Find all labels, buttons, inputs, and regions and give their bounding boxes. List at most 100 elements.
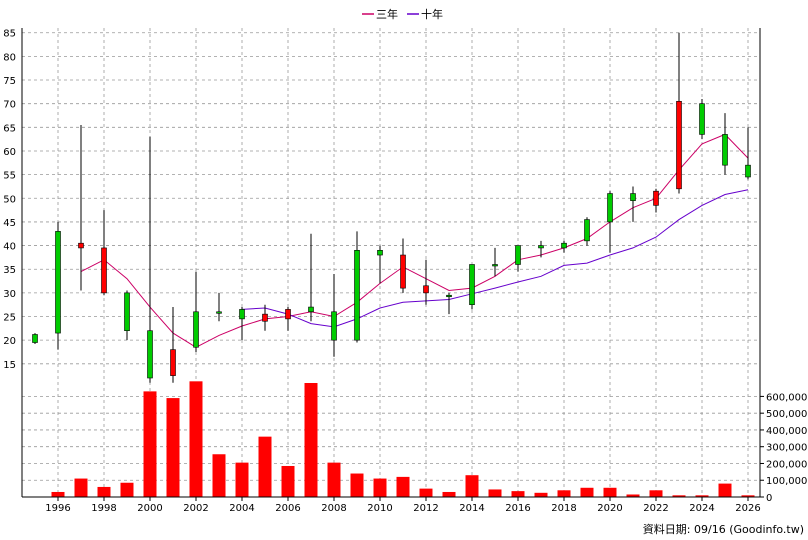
x-tick-label: 2002: [183, 503, 208, 514]
price-tick-label: 80: [3, 52, 16, 63]
price-tick-label: 55: [3, 171, 16, 182]
price-tick-label: 15: [3, 360, 16, 371]
plot-frame: [21, 28, 761, 498]
volume-bar: [672, 495, 686, 497]
x-tick-label: 2014: [459, 503, 484, 514]
candle-body: [124, 292, 130, 332]
price-tick-label: 70: [3, 100, 16, 111]
volume-bar: [695, 495, 709, 497]
x-tick-label: 2026: [735, 503, 760, 514]
legend-label-10y: 十年: [421, 7, 443, 21]
candle-body: [354, 249, 360, 341]
volume-bar: [327, 462, 341, 497]
volume-bar: [143, 391, 157, 497]
x-tick-label: 2012: [413, 503, 438, 514]
x-tick-label: 1996: [45, 503, 70, 514]
volume-tick-label: 100,000: [766, 476, 807, 487]
volume-axis: 0 100,000 200,000 300,000 400,000 500,000 600,…: [760, 392, 807, 504]
candle-body: [147, 330, 153, 379]
volume-tick-label: 300,000: [766, 443, 807, 454]
volume-bar: [557, 490, 571, 497]
x-tick-label: 2000: [137, 503, 162, 514]
price-tick-label: 60: [3, 147, 16, 158]
price-tick-label: 45: [3, 218, 16, 229]
volume-bar: [74, 478, 88, 497]
x-tick-label: 2006: [275, 503, 300, 514]
volume-bar: [534, 492, 548, 497]
volume-bar: [718, 483, 732, 497]
x-axis: 1996 1998 2000 2002 2004 2006 2008 2010 2012 2014…: [45, 497, 761, 514]
candle-body: [469, 264, 475, 305]
volume-bar: [626, 494, 640, 497]
candle-body: [630, 193, 636, 201]
candle-body: [446, 294, 452, 298]
volume-bar: [419, 488, 433, 497]
x-tick-label: 2018: [551, 503, 576, 514]
volume-bar: [603, 487, 617, 497]
candle-body: [676, 101, 682, 190]
volume-bar: [580, 487, 594, 497]
x-tick-label: 2020: [597, 503, 622, 514]
x-tick-label: 2010: [367, 503, 392, 514]
candle-body: [653, 190, 659, 206]
candle-body: [262, 313, 268, 322]
candle-body: [55, 231, 61, 334]
volume-tick-label: 400,000: [766, 426, 807, 437]
candle-body: [699, 103, 705, 135]
candle-body: [538, 245, 544, 249]
candle-body: [216, 311, 222, 314]
legend-label-3y: 三年: [376, 7, 398, 21]
volume-bar: [189, 381, 203, 497]
volume-bar: [373, 478, 387, 497]
candle-body: [584, 219, 590, 242]
price-tick-label: 20: [3, 336, 16, 347]
x-tick-label: 2008: [321, 503, 346, 514]
x-tick-label: 2022: [643, 503, 668, 514]
grid: [22, 28, 760, 497]
price-tick-label: 75: [3, 76, 16, 87]
price-tick-label: 85: [3, 29, 16, 40]
volume-bar: [281, 465, 295, 497]
candle-body: [607, 193, 613, 223]
candle-body: [101, 247, 107, 294]
volume-bar: [212, 454, 226, 497]
volume-bar: [741, 495, 755, 497]
volume-tick-label: 200,000: [766, 459, 807, 470]
candle-body: [331, 311, 337, 341]
candle-body: [308, 306, 314, 313]
price-axis: 15 20 25 30 35 40 45 50 55 60 65 70 75 80 85: [3, 29, 16, 371]
volume-bars: [51, 381, 755, 497]
volume-bar: [649, 490, 663, 497]
volume-bar: [97, 486, 111, 497]
candle-body: [423, 285, 429, 294]
volume-bar: [51, 491, 65, 497]
volume-bar: [465, 475, 479, 497]
candle-body: [492, 264, 498, 267]
x-tick-label: 1998: [91, 503, 116, 514]
x-tick-label: 2024: [689, 503, 714, 514]
price-tick-label: 50: [3, 194, 16, 205]
candle-body: [32, 334, 38, 343]
volume-tick-label: 600,000: [766, 392, 807, 403]
candle-body: [239, 309, 245, 320]
ma-3y-line: [80, 133, 749, 348]
candle-body: [400, 254, 406, 289]
candle-body: [193, 311, 199, 348]
chart-legend: 三年 十年: [362, 7, 443, 21]
x-tick-label: 2004: [229, 503, 254, 514]
volume-bar: [166, 398, 180, 497]
volume-bar: [488, 489, 502, 497]
volume-bar: [511, 491, 525, 497]
volume-bar: [235, 462, 249, 497]
candle-body: [515, 245, 521, 265]
x-tick-label: 2016: [505, 503, 530, 514]
candle-body: [170, 349, 176, 376]
source-note: 資料日期: 09/16 (Goodinfo.tw): [643, 522, 804, 536]
volume-bar: [304, 383, 318, 497]
candlesticks: [32, 32, 751, 383]
price-tick-label: 40: [3, 242, 16, 253]
volume-bar: [350, 473, 364, 497]
volume-bar: [258, 436, 272, 497]
price-tick-label: 30: [3, 289, 16, 300]
